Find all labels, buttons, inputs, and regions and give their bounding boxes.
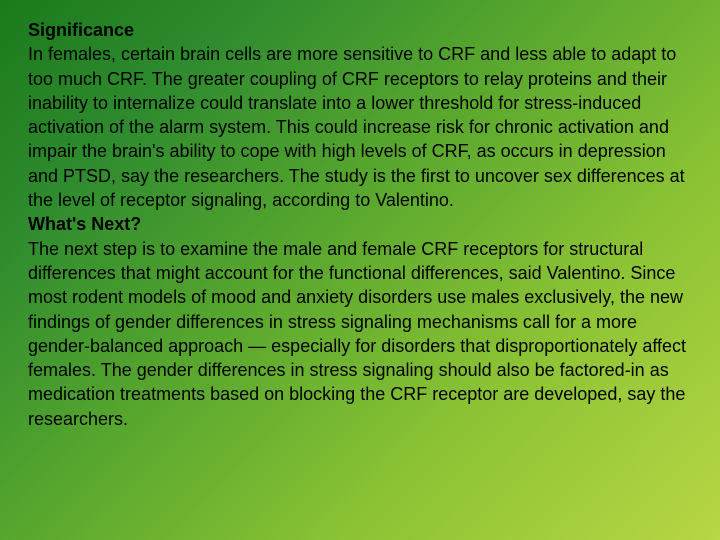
paragraph-whats-next: The next step is to examine the male and… (28, 237, 692, 431)
heading-significance: Significance (28, 18, 692, 42)
heading-whats-next: What's Next? (28, 212, 692, 236)
paragraph-significance: In females, certain brain cells are more… (28, 42, 692, 212)
slide-container: Significance In females, certain brain c… (0, 0, 720, 540)
